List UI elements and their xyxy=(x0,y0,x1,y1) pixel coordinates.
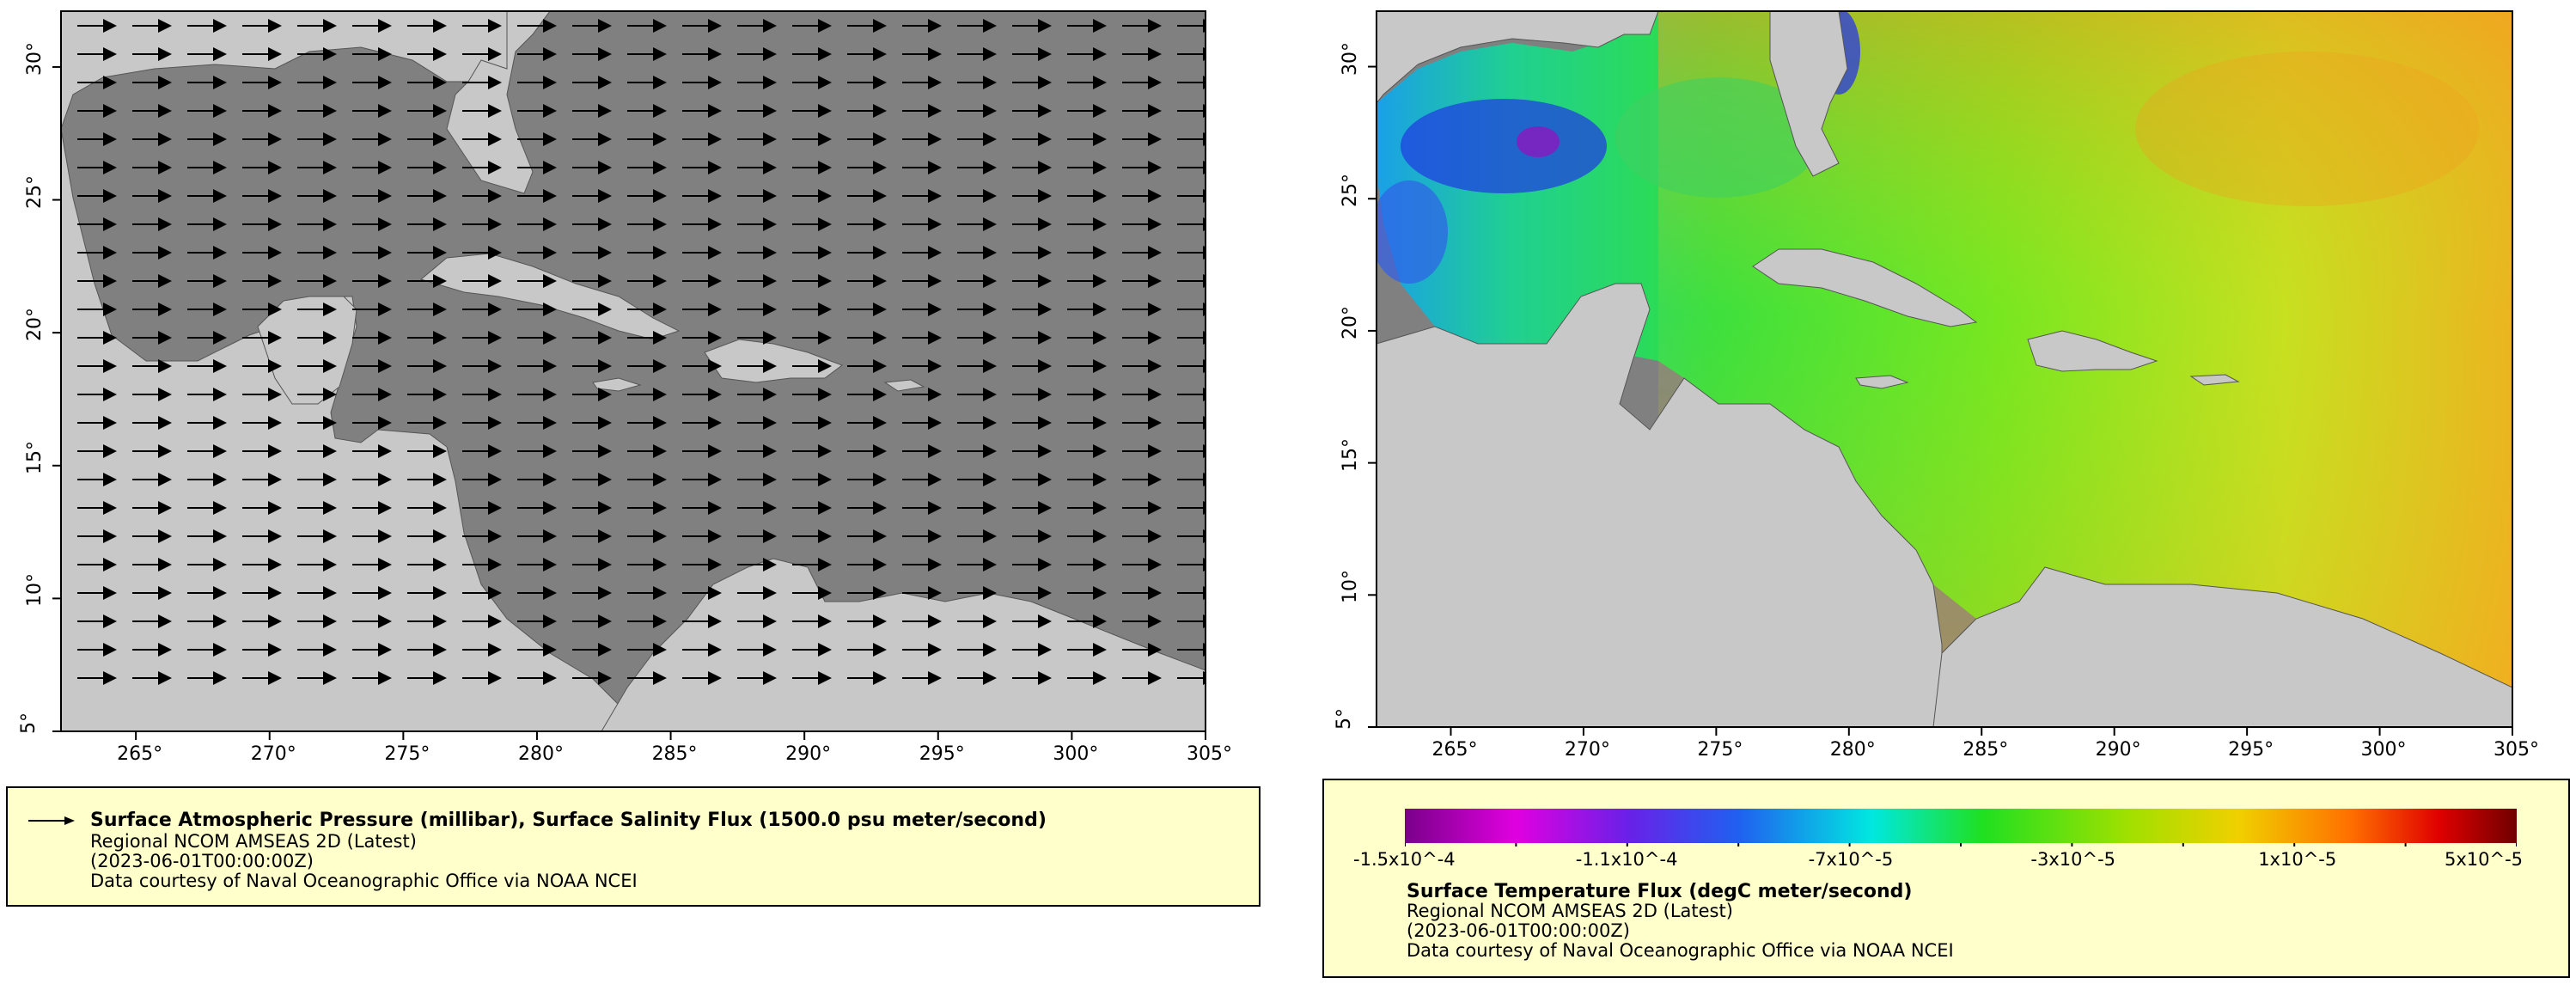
left-x-tick-label: 280° xyxy=(517,743,564,765)
left-x-tick-label: 290° xyxy=(785,743,832,765)
right-x-tick-label: 275° xyxy=(1697,739,1743,761)
right-legend-dataset: Regional NCOM AMSEAS 2D (Latest) xyxy=(1407,901,1733,921)
puerto-rico-island xyxy=(883,379,925,392)
yucatan-peninsula xyxy=(257,296,357,405)
right-y-tick-label: 30° xyxy=(1340,41,1361,76)
left-y-tick-label: 5° xyxy=(18,712,40,734)
mexico-central-america-landmass-right xyxy=(1377,283,1943,727)
left-x-tick-label: 270° xyxy=(250,743,296,765)
right-map xyxy=(1368,10,2513,736)
right-y-tick-label: 15° xyxy=(1340,437,1361,472)
colorbar xyxy=(1405,809,2517,846)
right-x-tick-label: 300° xyxy=(2360,739,2407,761)
left-legend-credit: Data courtesy of Naval Oceanographic Off… xyxy=(90,871,638,891)
left-legend-title: Surface Atmospheric Pressure (millibar),… xyxy=(90,810,1047,831)
right-x-tick-label: 270° xyxy=(1564,739,1610,761)
left-x-tick-label: 305° xyxy=(1187,743,1232,765)
colorbar-tick-label: -1.1x10^-4 xyxy=(1575,849,1678,870)
left-x-tick-label: 275° xyxy=(384,743,430,765)
cuba-island-right xyxy=(1752,248,1978,327)
right-x-tick-label: 305° xyxy=(2494,739,2539,761)
left-legend-box: Surface Atmospheric Pressure (millibar),… xyxy=(6,786,1261,907)
left-y-tick-label: 15° xyxy=(24,440,46,474)
right-legend-time: (2023-06-01T00:00:00Z) xyxy=(1407,920,1630,941)
right-x-tick-label: 295° xyxy=(2228,739,2274,761)
left-x-tick-label: 295° xyxy=(919,743,965,765)
colorbar-tick-label: 1x10^-5 xyxy=(2258,849,2337,870)
left-x-tick-label: 265° xyxy=(117,743,163,765)
colorbar-tick-label: -1.5x10^-4 xyxy=(1353,849,1456,870)
colorbar-tick-label: -3x10^-5 xyxy=(2030,849,2116,870)
left-y-tick-label: 20° xyxy=(24,308,46,342)
right-y-tick-label: 20° xyxy=(1340,305,1361,339)
left-y-tick-label: 30° xyxy=(24,41,46,76)
right-y-tick-label: 25° xyxy=(1340,174,1361,208)
left-y-tick-label: 10° xyxy=(24,573,46,608)
left-y-tick-label: 25° xyxy=(24,174,46,209)
right-x-tick-label: 280° xyxy=(1829,739,1876,761)
cuba-island xyxy=(419,253,681,340)
right-y-tick-label: 10° xyxy=(1340,570,1361,604)
right-y-tick-label: 5° xyxy=(1334,708,1355,730)
colorbar-tick-label: -7x10^-5 xyxy=(1808,849,1894,870)
right-x-tick-label: 285° xyxy=(1963,739,2009,761)
right-x-tick-label: 265° xyxy=(1431,739,1478,761)
right-legend-credit: Data courtesy of Naval Oceanographic Off… xyxy=(1407,940,1954,961)
right-x-tick-label: 290° xyxy=(2095,739,2141,761)
right-legend-box: -1.5x10^-4 -1.1x10^-4 -7x10^-5 -3x10^-5 1x10… xyxy=(1322,779,2570,978)
left-legend-time: (2023-06-01T00:00:00Z) xyxy=(90,851,314,871)
cool-flux-patch xyxy=(1401,99,1607,193)
left-x-tick-label: 300° xyxy=(1053,743,1099,765)
hispaniola-island-right xyxy=(2027,330,2158,372)
south-america-landmass-right xyxy=(1932,566,2512,727)
vector-arrow-icon xyxy=(28,816,75,825)
left-x-tick-label: 285° xyxy=(651,743,698,765)
right-legend-title: Surface Temperature Flux (degC meter/sec… xyxy=(1407,881,1913,902)
colorbar-tick-label: 5x10^-5 xyxy=(2445,849,2524,870)
left-map xyxy=(52,10,1206,740)
left-legend-dataset: Regional NCOM AMSEAS 2D (Latest) xyxy=(90,831,417,852)
vector-arrow-field xyxy=(77,19,1206,685)
